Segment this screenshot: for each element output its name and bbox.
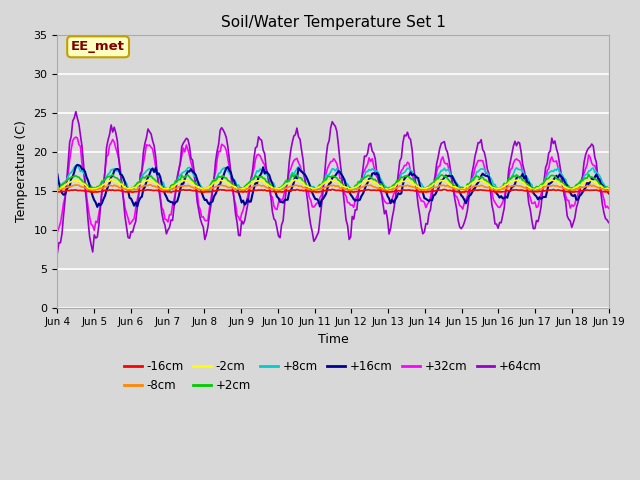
X-axis label: Time: Time xyxy=(317,333,348,346)
Y-axis label: Temperature (C): Temperature (C) xyxy=(15,120,28,222)
Text: EE_met: EE_met xyxy=(71,40,125,53)
Legend: -16cm, -8cm, -2cm, +2cm, +8cm, +16cm, +32cm, +64cm: -16cm, -8cm, -2cm, +2cm, +8cm, +16cm, +3… xyxy=(120,356,547,397)
Title: Soil/Water Temperature Set 1: Soil/Water Temperature Set 1 xyxy=(221,15,445,30)
